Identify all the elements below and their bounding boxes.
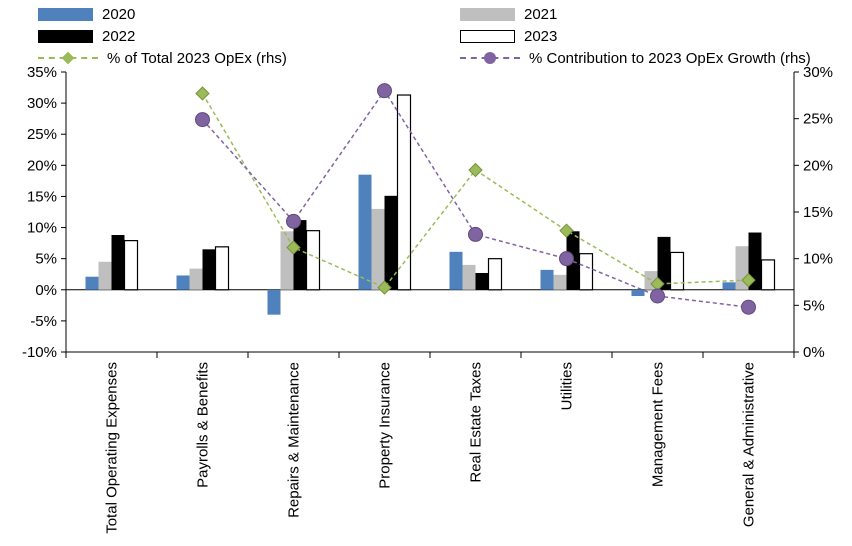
legend-label-opex-share: % of Total 2023 OpEx (rhs): [107, 49, 287, 67]
svg-text:0%: 0%: [35, 282, 57, 299]
svg-text:15%: 15%: [27, 188, 57, 205]
svg-text:0%: 0%: [803, 344, 825, 361]
svg-text:Property Insurance: Property Insurance: [377, 362, 394, 489]
legend-line-sample-green: [38, 51, 98, 65]
legend-item-opex-share: % of Total 2023 OpEx (rhs): [38, 49, 287, 67]
svg-text:20%: 20%: [27, 157, 57, 174]
svg-text:30%: 30%: [803, 64, 833, 81]
svg-text:10%: 10%: [27, 220, 57, 237]
svg-text:-10%: -10%: [22, 344, 57, 361]
svg-text:Utilities: Utilities: [559, 362, 576, 410]
chart-legend: 2020 2021 2022 2023 % of Total 2023 OpEx…: [0, 0, 852, 70]
legend-swatch-2023: [460, 29, 515, 43]
legend-item-2023: 2023: [460, 27, 557, 45]
svg-text:Repairs & Maintenance: Repairs & Maintenance: [286, 362, 303, 518]
legend-label-2020: 2020: [102, 5, 136, 23]
legend-label-2021: 2021: [524, 5, 558, 23]
svg-text:General & Administrative: General & Administrative: [741, 362, 758, 527]
svg-text:35%: 35%: [27, 64, 57, 81]
legend-line-sample-purple: [460, 51, 520, 65]
svg-text:5%: 5%: [35, 251, 57, 268]
svg-text:Total Operating Expenses: Total Operating Expenses: [104, 362, 121, 534]
legend-swatch-2020: [38, 7, 93, 21]
legend-label-growth-contribution: % Contribution to 2023 OpEx Growth (rhs): [529, 49, 811, 67]
legend-item-growth-contribution: % Contribution to 2023 OpEx Growth (rhs): [460, 49, 811, 67]
legend-swatch-2022: [38, 29, 93, 43]
legend-item-2020: 2020: [38, 5, 135, 23]
legend-item-2022: 2022: [38, 27, 135, 45]
svg-text:10%: 10%: [803, 251, 833, 268]
svg-text:15%: 15%: [803, 204, 833, 221]
svg-text:30%: 30%: [27, 95, 57, 112]
legend-label-2022: 2022: [102, 27, 136, 45]
circle-marker-icon: [484, 52, 496, 64]
svg-text:20%: 20%: [803, 157, 833, 174]
legend-swatch-2021: [460, 7, 515, 21]
svg-text:Payrolls & Benefits: Payrolls & Benefits: [195, 362, 212, 488]
svg-text:-5%: -5%: [30, 313, 57, 330]
svg-text:25%: 25%: [803, 111, 833, 128]
legend-item-2021: 2021: [460, 5, 557, 23]
legend-label-2023: 2023: [524, 27, 558, 45]
svg-text:Real Estate Taxes: Real Estate Taxes: [468, 362, 485, 483]
svg-text:25%: 25%: [27, 126, 57, 143]
svg-text:Management Fees: Management Fees: [650, 362, 667, 487]
svg-text:5%: 5%: [803, 297, 825, 314]
